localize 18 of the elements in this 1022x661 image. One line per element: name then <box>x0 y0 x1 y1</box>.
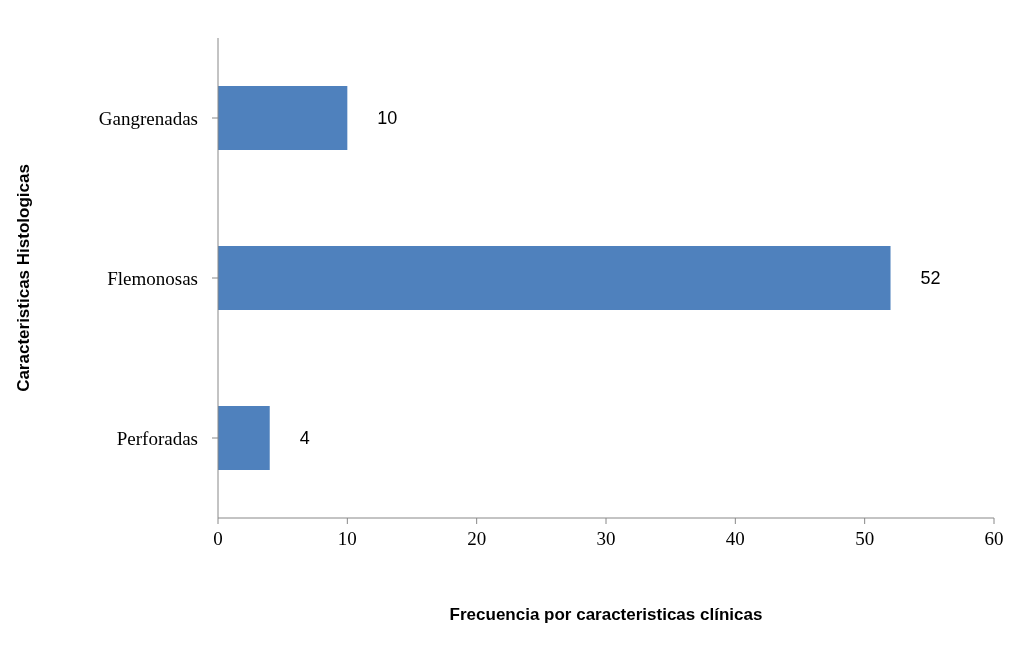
data-label: 4 <box>299 428 310 449</box>
x-axis-title: Frecuencia por caracteristicas clínicas <box>449 605 763 625</box>
data-label: 10 <box>377 108 398 129</box>
y-axis-title: Caracteristicas Histologicas <box>14 164 34 392</box>
bar <box>218 86 348 150</box>
x-tick-label: 30 <box>596 528 616 550</box>
bar <box>218 406 270 470</box>
y-tick-label: Gangrenadas <box>98 107 198 129</box>
data-label: 52 <box>920 268 941 289</box>
x-tick-label: 10 <box>337 528 357 550</box>
bar <box>218 246 891 310</box>
x-tick-label: 50 <box>855 528 875 550</box>
y-tick-label: Perforadas <box>116 427 198 449</box>
x-tick-label: 40 <box>725 528 745 550</box>
x-tick-label: 20 <box>467 528 487 550</box>
y-tick-label: Flemonosas <box>107 267 198 289</box>
x-tick-label: 60 <box>984 528 1004 550</box>
x-tick-label: 0 <box>213 528 223 550</box>
